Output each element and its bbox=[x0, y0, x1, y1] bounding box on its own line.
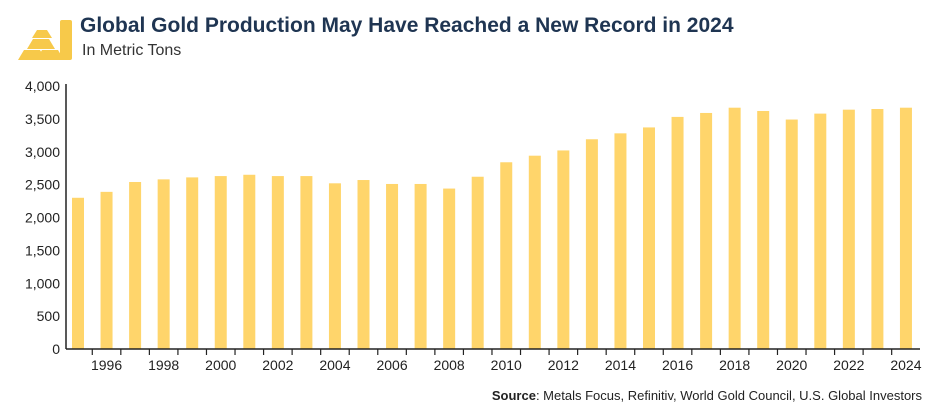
bar-2022 bbox=[842, 109, 855, 349]
y-tick-label: 3,500 bbox=[25, 111, 60, 127]
y-tick-label: 1,500 bbox=[25, 242, 60, 258]
y-tick-label: 1,000 bbox=[25, 275, 60, 291]
bar-2005 bbox=[357, 180, 370, 349]
y-axis-labels: 0 500 1,000 1,500 2,000 2,500 3,000 3,500 4,000 bbox=[25, 78, 60, 357]
chart-title: Global Gold Production May Have Reached … bbox=[80, 14, 734, 37]
bar-2019 bbox=[757, 110, 770, 349]
bar-2014 bbox=[614, 133, 627, 349]
x-tick-label: 2006 bbox=[376, 357, 407, 373]
bar-1995 bbox=[72, 197, 84, 349]
bar-2017 bbox=[700, 112, 713, 349]
bar-1999 bbox=[186, 177, 199, 349]
x-tick-label: 2012 bbox=[548, 357, 579, 373]
bar-2015 bbox=[643, 127, 655, 349]
x-tick-label: 2008 bbox=[434, 357, 465, 373]
x-tick-label: 2020 bbox=[776, 357, 807, 373]
bar-2009 bbox=[471, 176, 484, 349]
x-tick-label: 2022 bbox=[833, 357, 864, 373]
x-tick-label: 2010 bbox=[491, 357, 522, 373]
bar-2004 bbox=[328, 183, 341, 349]
x-tick-label: 2000 bbox=[205, 357, 236, 373]
bar-2016 bbox=[671, 116, 684, 349]
y-tick-label: 500 bbox=[37, 308, 61, 324]
bar-2007 bbox=[414, 183, 427, 349]
chart-header: Global Gold Production May Have Reached … bbox=[0, 0, 936, 70]
bar-2000 bbox=[214, 176, 227, 349]
bar-2021 bbox=[814, 113, 827, 349]
bar-2024 bbox=[899, 107, 912, 349]
bar-1996 bbox=[100, 191, 113, 349]
bars bbox=[72, 107, 912, 349]
bar-2001 bbox=[243, 174, 256, 349]
axes bbox=[65, 84, 920, 355]
bar-2003 bbox=[300, 176, 313, 349]
source-note: Source: Metals Focus, Refinitiv, World G… bbox=[492, 388, 922, 403]
bar-2023 bbox=[871, 109, 884, 349]
x-tick-label: 2024 bbox=[890, 357, 921, 373]
bar-2002 bbox=[271, 176, 284, 349]
y-tick-label: 4,000 bbox=[25, 78, 60, 94]
bar-2018 bbox=[728, 107, 741, 349]
gold-bars-icon bbox=[18, 20, 72, 60]
bar-2010 bbox=[500, 162, 513, 349]
x-axis-labels: 1996 1998 2000 2002 2004 2006 2008 2010 2012 2014… bbox=[91, 357, 922, 373]
bar-2012 bbox=[557, 150, 570, 349]
bar-chart: 05001,0001,5002,0002,5003,0003,5004,000 … bbox=[25, 78, 922, 373]
x-tick-label: 1996 bbox=[91, 357, 122, 373]
x-tick-label: 2018 bbox=[719, 357, 750, 373]
bar-2011 bbox=[528, 155, 541, 349]
y-tick-label: 2,000 bbox=[25, 210, 60, 226]
y-tick-label: 0 bbox=[52, 341, 60, 357]
source-label: Source bbox=[491, 388, 536, 403]
bar-1997 bbox=[129, 181, 142, 349]
x-tick-label: 2002 bbox=[262, 357, 293, 373]
bar-2013 bbox=[585, 139, 598, 349]
source-text: : Metals Focus, Refinitiv, World Gold Co… bbox=[535, 388, 922, 403]
x-tick-label: 2016 bbox=[662, 357, 693, 373]
y-tick-label: 3,000 bbox=[25, 144, 60, 160]
bar-1998 bbox=[157, 179, 170, 349]
x-tick-label: 2014 bbox=[605, 357, 636, 373]
bar-2008 bbox=[443, 188, 456, 349]
bar-2006 bbox=[386, 183, 399, 349]
x-tick-label: 2004 bbox=[319, 357, 350, 373]
y-tick-label: 2,500 bbox=[25, 177, 60, 193]
x-tick-label: 1998 bbox=[148, 357, 179, 373]
bar-2020 bbox=[785, 119, 798, 349]
chart-subtitle: In Metric Tons bbox=[82, 42, 182, 59]
